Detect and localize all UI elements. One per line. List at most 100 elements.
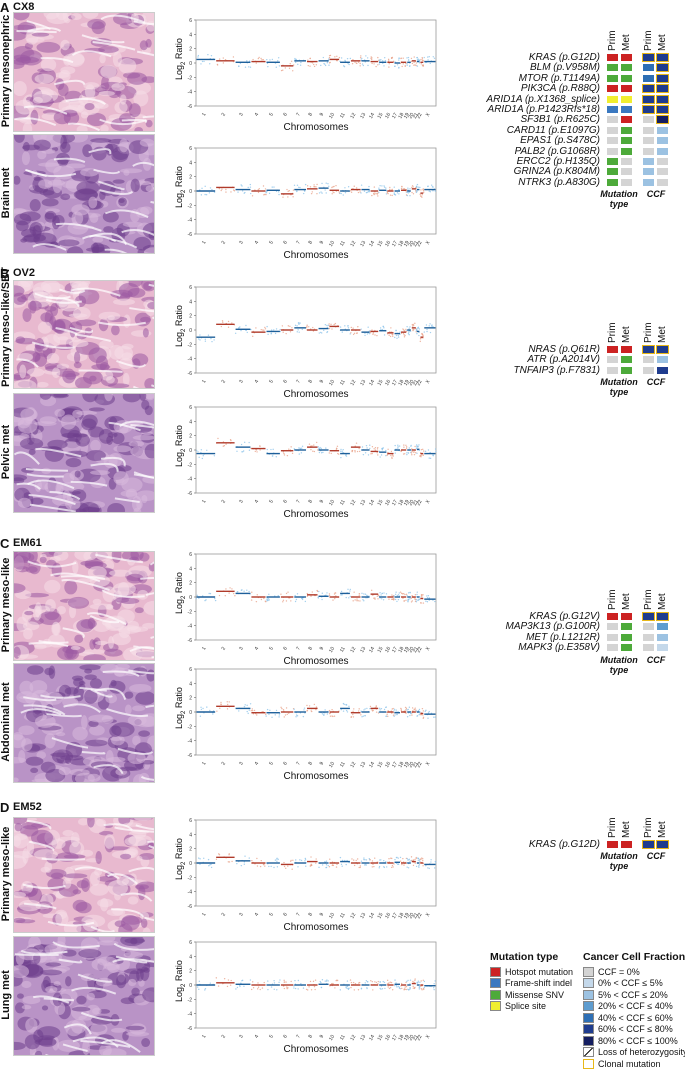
probe-point (251, 859, 253, 862)
probe-point (407, 59, 410, 61)
probe-point (322, 56, 325, 59)
probe-point (405, 593, 408, 596)
met-header: Met (657, 326, 668, 343)
probe-point (364, 332, 366, 334)
ccf-cell (656, 63, 669, 73)
probe-point (404, 986, 406, 988)
probe-point (403, 600, 405, 602)
probe-point (287, 865, 289, 867)
probe-point (417, 859, 419, 862)
probe-point (392, 866, 394, 868)
probe-point (349, 333, 351, 335)
probe-point (415, 710, 418, 712)
probe-point (282, 599, 285, 601)
probe-point (287, 196, 289, 198)
ccf-label: CCF (646, 189, 666, 200)
x-tick-label: 21 (412, 1034, 420, 1042)
probe-point (385, 861, 387, 863)
probe-point (339, 192, 341, 194)
probe-point (416, 65, 419, 67)
probe-point (387, 58, 390, 61)
probe-point (350, 191, 353, 193)
x-tick-label: 7 (295, 912, 302, 918)
mutation-type-cell (606, 643, 619, 653)
probe-point (369, 862, 371, 864)
probe-point (391, 594, 393, 596)
probe-point (317, 596, 319, 599)
probe-point (256, 865, 259, 867)
probe-point (376, 595, 378, 598)
x-tick-label: 17 (391, 761, 399, 769)
x-tick-label: 6 (282, 1034, 289, 1040)
probe-point (344, 187, 346, 189)
probe-point (348, 597, 350, 599)
probe-point (414, 707, 416, 709)
probe-point (412, 193, 415, 195)
probe-point (284, 714, 287, 716)
y-tick-label: -6 (188, 904, 193, 910)
probe-point (311, 191, 313, 193)
probe-point (243, 861, 246, 863)
x-tick-label: 2 (221, 646, 228, 652)
ccf-cell (656, 157, 669, 166)
probe-point (434, 448, 437, 450)
probe-point (307, 64, 309, 67)
probe-point (363, 190, 366, 192)
x-tick-label: 4 (254, 499, 261, 505)
probe-point (422, 714, 424, 716)
probe-point (427, 867, 429, 869)
x-tick-label: 20 (408, 499, 416, 507)
x-tick-label: 7 (295, 646, 302, 652)
probe-point (315, 862, 317, 864)
probe-point (319, 446, 321, 449)
probe-point (407, 187, 409, 189)
probe-point (255, 62, 257, 64)
probe-point (199, 334, 201, 336)
legend-swatch (583, 1058, 594, 1069)
probe-point (225, 191, 227, 193)
probe-point (228, 854, 230, 856)
mutation-type-cell (620, 84, 633, 94)
ccf-cell (642, 643, 655, 653)
probe-point (238, 710, 240, 712)
probe-point (394, 444, 396, 447)
probe-point (393, 715, 395, 717)
probe-point (428, 457, 430, 459)
probe-point (276, 989, 278, 991)
probe-point (366, 57, 369, 59)
probe-point (417, 857, 419, 860)
probe-point (279, 979, 281, 981)
probe-point (414, 445, 416, 448)
probe-point (432, 186, 434, 188)
probe-point (377, 983, 379, 985)
gene-label: ERCC2 (p.H135Q) (516, 156, 600, 167)
probe-point (394, 979, 396, 981)
probe-point (310, 595, 312, 597)
probe-point (351, 450, 353, 453)
probe-point (390, 327, 392, 329)
probe-point (292, 70, 294, 72)
probe-point (371, 589, 373, 592)
probe-point (271, 455, 274, 457)
probe-point (213, 339, 215, 341)
probe-point (324, 324, 327, 326)
probe-point (415, 191, 418, 194)
x-tick-label: 7 (295, 1034, 302, 1040)
probe-point (315, 441, 318, 444)
probe-point (202, 455, 204, 457)
y-tick-label: 2 (189, 696, 192, 702)
x-tick-label: 18 (397, 761, 405, 769)
probe-point (421, 194, 423, 196)
probe-point (279, 330, 282, 333)
x-tick-label: 12 (349, 112, 357, 120)
probe-point (383, 981, 386, 984)
x-tick-label: 13 (359, 240, 367, 248)
probe-point (246, 704, 248, 707)
probe-point (243, 985, 245, 987)
probe-point (282, 709, 285, 711)
probe-point (410, 445, 412, 447)
probe-point (433, 987, 435, 989)
mutation-type-cell (620, 125, 633, 135)
probe-point (259, 445, 261, 448)
probe-point (391, 989, 394, 991)
